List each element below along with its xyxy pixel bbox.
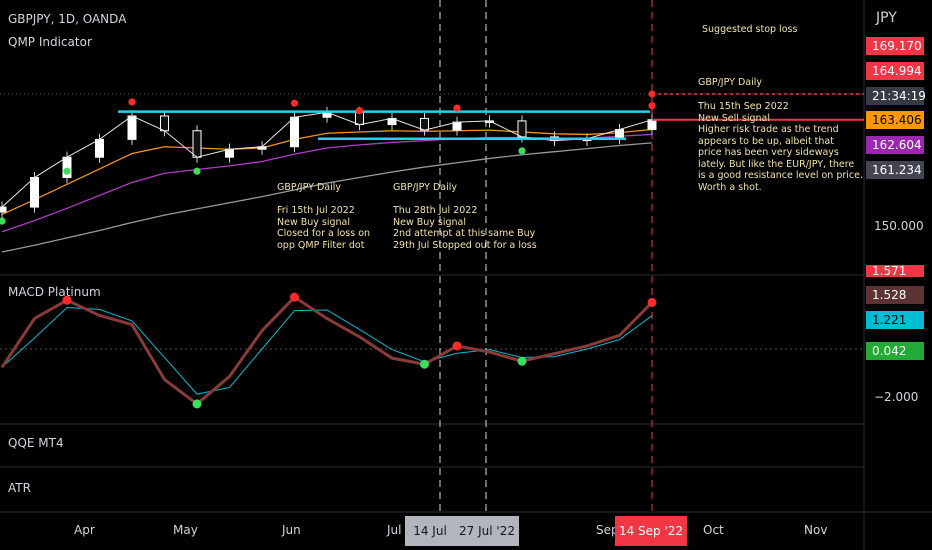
ema-fast-line [1,128,653,216]
macd-pane-label: MACD Platinum [8,285,101,299]
month-jul: Jul [387,523,402,537]
price-tag-stop: 169.170 [866,37,924,55]
date-tag-14-sep: 14 Sep '22 [615,516,687,546]
macd-line [0,295,654,406]
macd-cross-dot [192,399,202,409]
qmp-sell-dot [648,102,656,110]
sell-note-title: GBP/JPY Daily [698,77,762,88]
qmp-buy-dot [518,147,526,155]
candle-body [192,130,202,158]
month-may: May [173,523,198,537]
qmp-sell-dot [290,99,299,107]
price-pane [0,106,657,253]
macd-last-dot [647,297,657,307]
macd-cross-dot [62,295,72,305]
candle-body [0,206,7,213]
sell-note-body: Thu 15th Sep 2022 New Sell signal Higher… [698,101,864,193]
price-tag-ema-slow: 161.234 [866,161,924,179]
price-tag-ema-mid: 162.604 [866,136,924,154]
macd-tick-neg2: −2.000 [874,390,919,404]
price-tick-150: 150.000 [874,219,924,233]
candle-body [160,115,169,132]
macd-cross-dot [452,341,462,351]
candle-body [30,177,39,208]
qmp-buy-dot [193,167,201,175]
symbol-title: GBPJPY, 1D, OANDA [8,12,127,26]
macd-pane [0,292,657,409]
currency-label: JPY [876,10,897,26]
buy-note-2: GBP/JPY Daily Thu 28th Jul 2022 New Buy … [393,182,537,251]
atr-pane-label: ATR [8,481,31,495]
macd-cross-dot [517,356,527,366]
price-tag-countdown: 21:34:19 [866,87,926,105]
candle-body [647,119,657,131]
candle-body [517,120,527,138]
qmp-sell-dot [355,106,364,115]
price-tag-ema-fast: 163.406 [866,111,924,129]
candle-body [290,116,299,148]
macd-signal-line [1,307,653,395]
macd-tag-cut: 1.571 [866,265,924,277]
buy-note-1: GBP/JPY Daily Fri 15th Jul 2022 New Buy … [277,182,371,251]
qmp-sell-dot [128,98,136,106]
macd-tag-signal: 1.221 [866,311,924,329]
candle-body [420,117,429,131]
month-nov: Nov [804,523,828,537]
month-jun: Jun [282,523,301,537]
stop-loss-note: Suggested stop loss [702,24,798,35]
month-sep: Sep [596,523,619,537]
qmp-buy-dot [63,167,71,175]
candle-body [615,129,624,140]
ema-slow-line [1,142,653,253]
macd-tag-hist: 0.042 [866,342,924,360]
candle-body [95,138,104,158]
date-tag-27-jul: 27 Jul '22 [455,516,519,546]
chart-overlays [0,90,864,225]
indicator-title: QMP Indicator [8,35,92,49]
price-tag-last: 164.994 [866,62,924,80]
macd-cross-dot [420,359,429,369]
date-tag-14-jul: 14 Jul [405,516,455,546]
month-apr: Apr [74,523,95,537]
macd-cross-dot [290,292,299,302]
qmp-sell-dot [453,104,461,112]
qqe-pane-label: QQE MT4 [8,436,64,450]
candle-body [127,115,137,140]
qmp-buy-dot [0,217,6,225]
sell-signal-dot [648,90,656,98]
month-oct: Oct [703,523,724,537]
macd-tag-macd: 1.528 [866,286,924,304]
